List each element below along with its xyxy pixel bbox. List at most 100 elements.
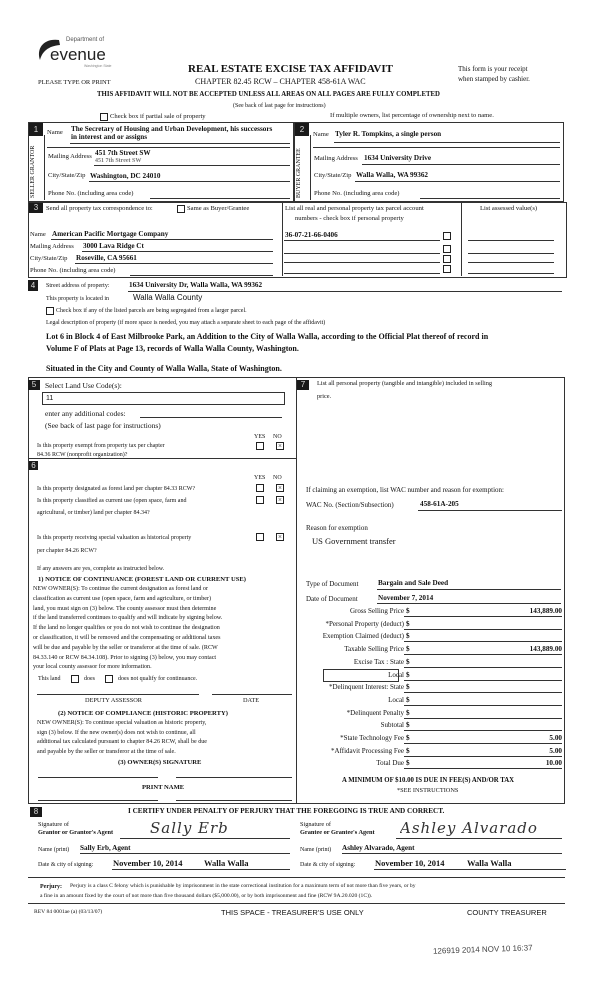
personal-property-checkbox[interactable] — [443, 255, 451, 263]
currency-sign: $ — [406, 657, 410, 666]
notice-line: and payable by the seller or transferor … — [37, 748, 176, 755]
currency-sign: $ — [406, 695, 410, 704]
notice-line: classification as current use (open spac… — [33, 595, 211, 602]
does-qualify-checkbox[interactable] — [71, 675, 79, 683]
currency-sign: $ — [406, 721, 410, 730]
amount-label: Local — [388, 695, 404, 704]
amount-label: Subtotal — [380, 721, 404, 730]
amount-label: Exemption Claimed (deduct) — [322, 632, 404, 641]
amount-label: *Delinquent Penalty — [346, 708, 404, 717]
amount-value[interactable]: 5.00 — [549, 746, 562, 755]
svg-text:Sally Erb: Sally Erb — [150, 819, 229, 837]
wac-number[interactable]: 458-61A-205 — [420, 500, 459, 508]
currency-sign: $ — [406, 759, 410, 768]
grantee-city[interactable]: Walla Walla — [467, 858, 512, 868]
amount-label: Local — [388, 670, 404, 679]
seller-name[interactable]: The Secretary of Housing and Urban Devel… — [71, 125, 273, 133]
notice-line: NEW OWNER(S): To continue the current de… — [33, 586, 209, 592]
currency-sign: $ — [406, 632, 410, 641]
legal-description: Lot 6 in Block 4 of East Milbrooke Park,… — [46, 332, 489, 341]
warning: THIS AFFIDAVIT WILL NOT BE ACCEPTED UNLE… — [97, 91, 440, 98]
notice-line: or classification, it will be removed an… — [33, 635, 221, 641]
currency-sign: $ — [406, 683, 410, 692]
section-2-number: 2 — [295, 123, 309, 136]
partial-sale-checkbox[interactable] — [100, 113, 108, 121]
logo-swoosh-icon — [38, 39, 60, 60]
grantee-name[interactable]: Ashley Alvarado, Agent — [342, 844, 415, 852]
exempt-yes-checkbox[interactable] — [256, 442, 264, 450]
section-1-number: 1 — [29, 123, 43, 136]
currency-sign: $ — [406, 746, 410, 755]
land-use-code-input[interactable]: 11 — [42, 392, 285, 405]
personal-property-checkbox[interactable] — [443, 232, 451, 240]
notice-line: NEW OWNER(S): To continue special valuat… — [37, 720, 207, 726]
buyer-box — [294, 122, 564, 202]
historic-yes-checkbox[interactable] — [256, 533, 264, 541]
amount-value[interactable]: 143,889.00 — [529, 645, 562, 654]
property-address[interactable]: 1634 University Dr, Walla Walla, WA 9936… — [129, 281, 263, 289]
amount-label: Gross Selling Price — [349, 607, 404, 615]
amount-label: Taxable Selling Price — [344, 645, 404, 654]
currency-sign: $ — [406, 708, 410, 717]
current-use-no-checkbox[interactable]: × — [276, 496, 284, 504]
grantor-signature: Sally Erb — [150, 819, 229, 837]
local-rate-input[interactable] — [323, 669, 399, 682]
grantor-name[interactable]: Sally Erb, Agent — [80, 844, 131, 852]
exemption-reason[interactable]: US Government transfer — [312, 536, 396, 546]
grantee-date[interactable]: November 10, 2014 — [375, 858, 445, 868]
tax-name[interactable]: American Pacific Mortgage Company — [52, 230, 169, 238]
forest-no-checkbox[interactable]: × — [276, 484, 284, 492]
seller-city[interactable]: Washington, DC 24010 — [90, 172, 161, 180]
notice-line: your local county assessor for more info… — [33, 664, 152, 671]
notice-line: If the land no longer qualifies or you d… — [33, 625, 220, 632]
exempt-no-checkbox[interactable]: × — [276, 442, 284, 450]
chapter: CHAPTER 82.45 RCW – CHAPTER 458-61A WAC — [195, 77, 366, 86]
please-type: PLEASE TYPE OR PRINT — [38, 79, 111, 86]
forest-yes-checkbox[interactable] — [256, 484, 264, 492]
same-as-buyer-checkbox[interactable] — [177, 205, 185, 213]
notice-line: additional tax calculated pursuant to ch… — [37, 739, 208, 745]
notice-line: if the land transferred continues to qua… — [33, 615, 223, 622]
buyer-mailing[interactable]: 1634 University Drive — [364, 154, 432, 162]
seller-mailing[interactable]: 451 7th Street SW — [95, 149, 151, 157]
currency-sign: $ — [406, 645, 410, 654]
document-date[interactable]: November 7, 2014 — [378, 594, 434, 602]
grantor-city[interactable]: Walla Walla — [204, 858, 249, 868]
notice-line: 84.33.140 or RCW 84.34.108). Prior to si… — [33, 654, 217, 661]
historic-no-checkbox[interactable]: × — [276, 533, 284, 541]
svg-text:Ashley Alvarado: Ashley Alvarado — [400, 819, 538, 837]
segregated-checkbox[interactable] — [46, 307, 54, 315]
tax-city[interactable]: Roseville, CA 95661 — [76, 254, 137, 262]
grantee-signature: Ashley Alvarado — [400, 819, 538, 837]
seller-box — [28, 122, 294, 202]
amount-label: *Affidavit Processing Fee — [331, 746, 404, 755]
personal-property-checkbox[interactable] — [443, 265, 451, 273]
current-use-yes-checkbox[interactable] — [256, 496, 264, 504]
form-title: REAL ESTATE EXCISE TAX AFFIDAVIT — [188, 63, 393, 75]
grantor-date[interactable]: November 10, 2014 — [113, 858, 183, 868]
section-3-box — [28, 202, 567, 278]
does-not-qualify-checkbox[interactable] — [105, 675, 113, 683]
amount-label: *Personal Property (deduct) — [325, 619, 404, 628]
buyer-city[interactable]: Walla Walla, WA 99362 — [356, 171, 429, 179]
currency-sign: $ — [406, 734, 410, 742]
currency-sign: $ — [406, 619, 410, 628]
amount-value[interactable]: 143,889.00 — [529, 607, 562, 615]
amount-value[interactable]: 10.00 — [545, 759, 562, 768]
currency-sign: $ — [406, 607, 410, 615]
notice-line: land, you must sign on (3) below. The co… — [33, 605, 217, 612]
amount-label: *Delinquent Interest: State — [328, 683, 404, 692]
parcel-number[interactable]: 36-07-21-66-0406 — [285, 231, 338, 239]
tax-mailing[interactable]: 3000 Lava Ridge Ct — [83, 242, 144, 250]
cashier-stamp: 126919 2014 NOV 10 16:37 — [432, 943, 533, 956]
document-type[interactable]: Bargain and Sale Deed — [378, 579, 449, 587]
buyer-name[interactable]: Tyler R. Tompkins, a single person — [335, 130, 442, 138]
notice-line: sign (3) below. If the new owner(s) does… — [37, 729, 196, 736]
amount-label: Total Due — [376, 759, 404, 768]
amount-value[interactable]: 5.00 — [549, 734, 562, 742]
amount-label: *State Technology Fee — [340, 734, 404, 742]
amount-label: Excise Tax : State — [353, 657, 404, 666]
personal-property-checkbox[interactable] — [443, 245, 451, 253]
notice-line: will be due and payable by the seller or… — [33, 644, 218, 651]
county[interactable]: Walla Walla County — [133, 293, 203, 302]
